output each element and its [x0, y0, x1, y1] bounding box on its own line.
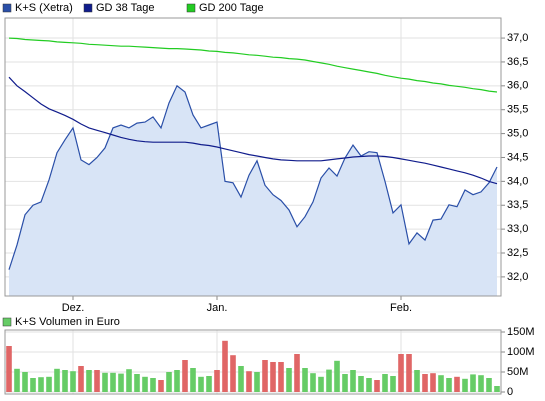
- bar: [462, 378, 468, 392]
- legend-label: GD 38 Tage: [96, 2, 155, 14]
- bar: [286, 368, 292, 392]
- line: [8, 37, 498, 93]
- legend-label: GD 200 Tage: [199, 2, 264, 14]
- bar: [430, 373, 436, 392]
- bar: [438, 375, 444, 392]
- bar: [230, 355, 236, 392]
- bar: [278, 362, 284, 392]
- bar: [14, 368, 20, 392]
- bar: [206, 376, 212, 392]
- bar: [318, 376, 324, 392]
- bar: [398, 354, 404, 392]
- bar: [38, 377, 44, 392]
- bar: [166, 372, 172, 392]
- bar: [22, 372, 28, 392]
- bar: [182, 360, 188, 392]
- bar: [222, 340, 228, 392]
- bar: [270, 362, 276, 392]
- bar: [142, 376, 148, 392]
- bar: [358, 376, 364, 392]
- y-tick-label: 50M: [507, 366, 528, 378]
- y-tick-label: 32,0: [507, 271, 528, 283]
- legend-swatch: [2, 317, 12, 327]
- bar: [158, 380, 164, 392]
- bar: [190, 368, 196, 392]
- bar: [110, 372, 116, 392]
- bar: [246, 371, 252, 392]
- bar: [350, 370, 356, 392]
- bar: [94, 370, 100, 392]
- bar: [302, 368, 308, 392]
- line: [8, 76, 498, 185]
- bar: [262, 360, 268, 392]
- bar: [294, 354, 300, 392]
- bar: [86, 370, 92, 392]
- x-tick-label: Jan.: [207, 302, 228, 314]
- y-tick-label: 35,0: [507, 128, 528, 140]
- legend-label: K+S (Xetra): [15, 2, 73, 14]
- bar: [54, 368, 60, 392]
- y-tick-label: 34,5: [507, 151, 528, 163]
- bar: [406, 354, 412, 392]
- plot-frame: [4, 329, 502, 395]
- y-tick-label: 33,5: [507, 199, 528, 211]
- y-tick-label: 34,0: [507, 175, 528, 187]
- y-tick-label: 100M: [507, 346, 535, 358]
- bar: [342, 374, 348, 392]
- bar: [150, 378, 156, 392]
- y-tick-label: 35,5: [507, 104, 528, 116]
- y-tick-label: 0: [507, 386, 513, 398]
- bar: [78, 366, 84, 392]
- bar: [46, 376, 52, 392]
- y-tick-label: 37,0: [507, 32, 528, 44]
- bar: [254, 372, 260, 392]
- bar: [470, 374, 476, 392]
- bar: [6, 346, 12, 392]
- bar: [390, 376, 396, 392]
- legend-swatch: [2, 3, 12, 13]
- bar: [478, 375, 484, 392]
- bar: [238, 366, 244, 392]
- bar: [326, 369, 332, 392]
- y-tick-label: 33,0: [507, 223, 528, 235]
- bar: [334, 360, 340, 392]
- bar: [366, 378, 372, 392]
- bar: [310, 373, 316, 392]
- legend-swatch: [83, 3, 93, 13]
- bar: [70, 371, 76, 392]
- line: [8, 84, 498, 270]
- bar: [198, 376, 204, 392]
- bar: [134, 374, 140, 392]
- y-tick-label: 150M: [507, 326, 535, 338]
- plot-frame: [4, 17, 502, 297]
- x-tick-label: Feb.: [390, 302, 412, 314]
- bar: [62, 370, 68, 392]
- bar: [382, 374, 388, 392]
- bar: [494, 386, 500, 392]
- bar: [30, 378, 36, 392]
- bar: [374, 380, 380, 392]
- bar: [214, 370, 220, 392]
- bar: [102, 372, 108, 392]
- bar: [118, 373, 124, 392]
- bar: [454, 376, 460, 392]
- bar: [422, 374, 428, 392]
- legend-swatch: [186, 3, 196, 13]
- y-tick-label: 36,0: [507, 80, 528, 92]
- y-tick-label: 32,5: [507, 247, 528, 259]
- y-tick-label: 36,5: [507, 56, 528, 68]
- bar: [414, 370, 420, 392]
- area: [9, 85, 497, 296]
- bar: [446, 378, 452, 392]
- bar: [174, 370, 180, 392]
- x-tick-label: Dez.: [62, 302, 85, 314]
- legend-label: K+S Volumen in Euro: [15, 316, 120, 328]
- bar: [126, 369, 132, 392]
- bar: [486, 378, 492, 392]
